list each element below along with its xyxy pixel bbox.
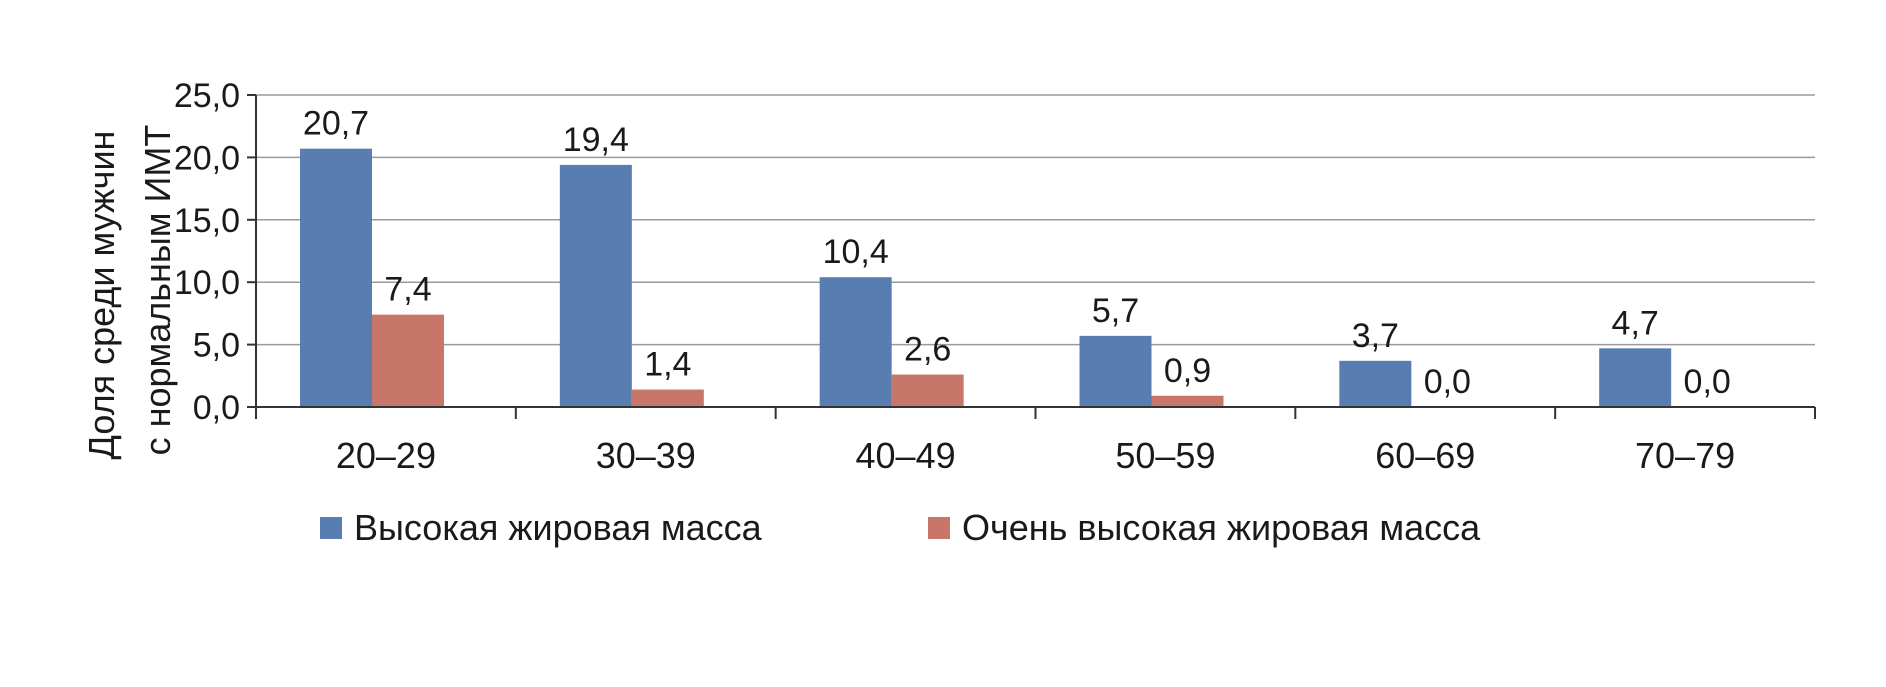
legend-label-2: Очень высокая жировая масса: [962, 507, 1481, 548]
y-tick-label: 15,0: [174, 202, 240, 240]
y-tick-label: 20,0: [174, 139, 240, 177]
x-category-label: 60–69: [1375, 435, 1475, 476]
y-axis-label-line-2: с нормальным ИМТ: [137, 125, 178, 456]
data-label: 4,7: [1612, 304, 1659, 342]
bar-2-40–49: [892, 375, 964, 407]
data-label: 3,7: [1352, 317, 1399, 355]
x-category-label: 50–59: [1115, 435, 1215, 476]
bar-1-50–59: [1080, 336, 1152, 407]
data-label: 2,6: [904, 331, 951, 369]
data-label: 10,4: [823, 233, 889, 271]
bar-1-60–69: [1339, 361, 1411, 407]
bar-2-30–39: [632, 390, 704, 407]
bar-2-20–29: [372, 315, 444, 407]
x-axis-categories: 20–29 30–39 40–49 50–59 60–69 70–79: [336, 435, 1735, 476]
x-category-label: 30–39: [596, 435, 696, 476]
data-label: 7,4: [384, 271, 431, 309]
bar-1-40–49: [820, 277, 892, 407]
data-label: 1,4: [644, 346, 691, 384]
x-category-label: 20–29: [336, 435, 436, 476]
data-label: 0,0: [1684, 363, 1731, 401]
y-axis-label-line-1: Доля среди мужчин: [81, 131, 122, 460]
y-tick-label: 25,0: [174, 77, 240, 115]
grid-lines: [256, 95, 1815, 345]
legend: Высокая жировая масса Очень высокая жиров…: [320, 507, 1481, 548]
x-category-label: 70–79: [1635, 435, 1735, 476]
data-label: 0,0: [1424, 363, 1471, 401]
bar-1-30–39: [560, 165, 632, 407]
y-tick-label: 10,0: [174, 264, 240, 302]
x-category-label: 40–49: [856, 435, 956, 476]
legend-swatch-1: [320, 517, 342, 539]
data-label: 20,7: [303, 105, 369, 143]
bar-1-20–29: [300, 149, 372, 407]
y-axis-label: Доля среди мужчин с нормальным ИМТ: [81, 121, 178, 460]
y-tick-label: 5,0: [193, 327, 240, 365]
data-label: 0,9: [1164, 352, 1211, 390]
axes: [247, 95, 1815, 419]
legend-label-1: Высокая жировая масса: [354, 507, 763, 548]
bar-2-50–59: [1152, 396, 1224, 407]
y-tick-label: 0,0: [193, 389, 240, 427]
legend-swatch-2: [928, 517, 950, 539]
data-labels: 20,7 19,4 10,4 5,7 3,7 4,7 7,4 1,4 2,6 0,9 0,0 0,0: [303, 105, 1731, 401]
data-label: 19,4: [563, 121, 629, 159]
y-axis-ticks: 0,0 5,0 10,0 15,0 20,0 25,0: [174, 77, 240, 427]
data-label: 5,7: [1092, 292, 1139, 330]
bar-1-70–79: [1599, 348, 1671, 407]
